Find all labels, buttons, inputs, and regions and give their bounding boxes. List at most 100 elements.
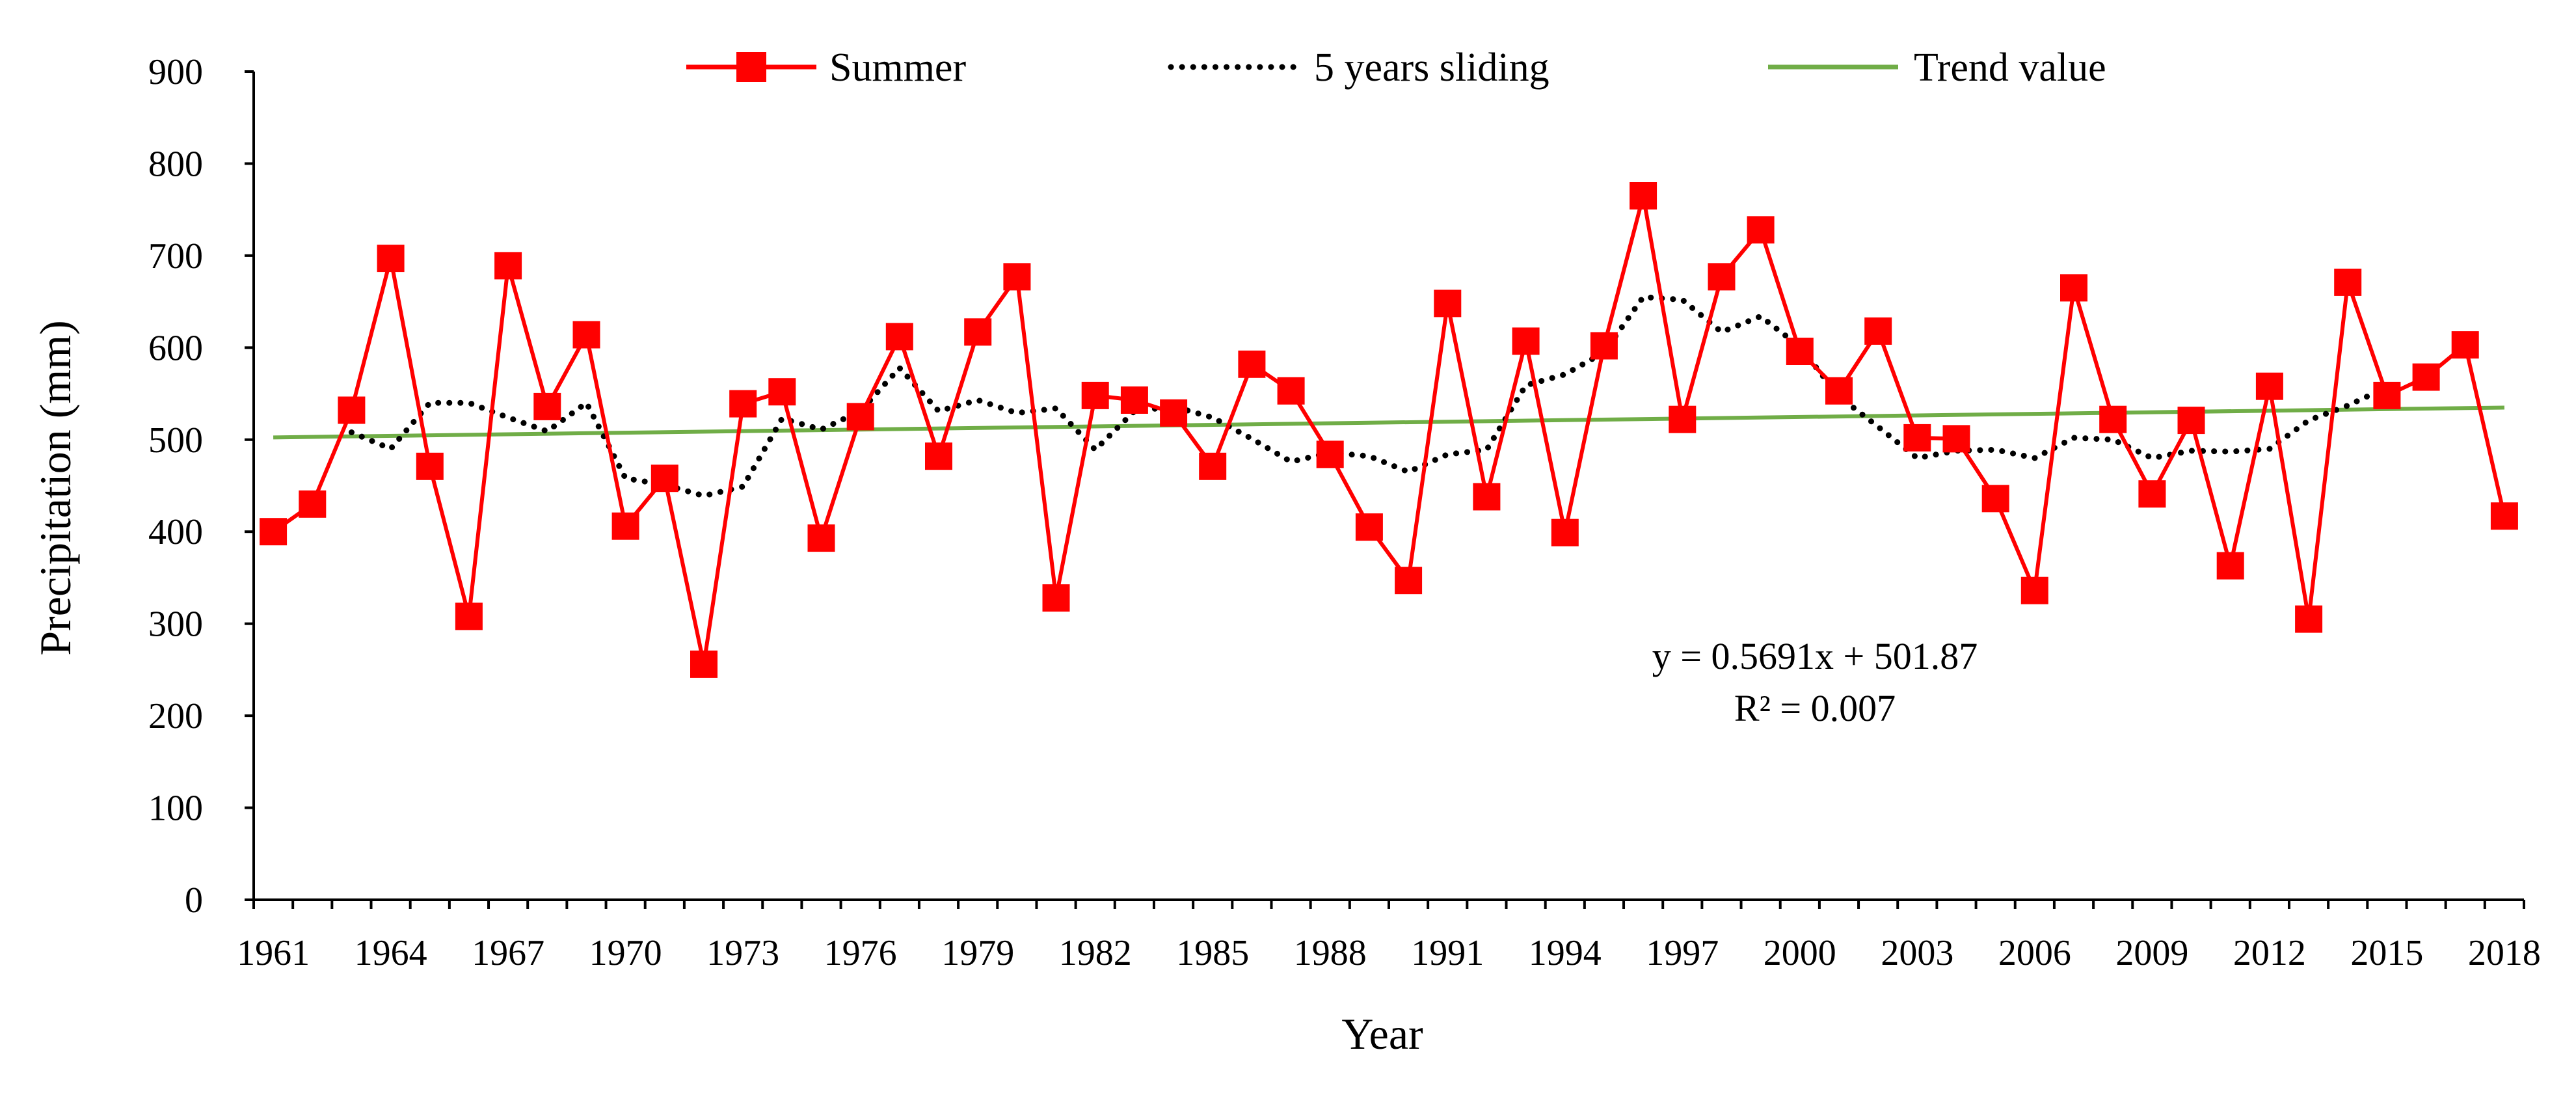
y-tick-label: 400 bbox=[148, 512, 203, 552]
summer-line bbox=[272, 194, 2506, 666]
x-tick-label: 2012 bbox=[2233, 933, 2306, 973]
summer-point bbox=[260, 518, 288, 546]
summer-point bbox=[1942, 425, 1970, 453]
summer-point bbox=[1277, 377, 1305, 405]
summer-point bbox=[1903, 424, 1931, 452]
trend-equation: y = 0.5691x + 501.87 bbox=[1652, 635, 1978, 677]
legend-item-trend: Trend value bbox=[1768, 46, 2106, 90]
summer-point bbox=[1395, 567, 1423, 595]
summer-point bbox=[768, 378, 796, 406]
y-tick-label: 300 bbox=[148, 604, 203, 645]
summer-point bbox=[1825, 377, 1853, 405]
summer-point bbox=[690, 650, 718, 678]
y-axis-title: Precipitation (mm) bbox=[31, 320, 80, 656]
summer-point bbox=[729, 390, 757, 418]
x-tick-label: 2009 bbox=[2115, 933, 2188, 973]
x-tick-label: 1997 bbox=[1646, 933, 1719, 973]
summer-point bbox=[1512, 327, 1540, 355]
summer-point bbox=[2334, 268, 2362, 296]
summer-point bbox=[1551, 519, 1579, 546]
summer-point bbox=[1630, 182, 1657, 209]
summer-point bbox=[2412, 363, 2440, 391]
summer-point bbox=[1669, 405, 1697, 433]
summer-point bbox=[299, 490, 327, 518]
summer-point bbox=[572, 321, 600, 349]
summer-point bbox=[846, 403, 874, 431]
legend-label-summer: Summer bbox=[829, 46, 966, 90]
summer-point bbox=[1081, 381, 1109, 409]
summer-point bbox=[2020, 576, 2048, 604]
summer-point bbox=[651, 465, 678, 493]
summer-point bbox=[1747, 216, 1775, 244]
summer-point bbox=[1120, 386, 1148, 414]
summer-point bbox=[1786, 338, 1814, 365]
x-tick-label: 1961 bbox=[237, 933, 310, 973]
y-tick-label: 100 bbox=[148, 789, 203, 829]
x-tick-label: 1973 bbox=[706, 933, 779, 973]
summer-point bbox=[1199, 452, 1227, 480]
summer-point bbox=[1864, 317, 1892, 345]
y-ticks: 0 100 200 300 400 500 600 700 800 900 bbox=[148, 52, 254, 921]
x-tick-label: 1991 bbox=[1411, 933, 1484, 973]
x-tick-label: 1994 bbox=[1529, 933, 1602, 973]
summer-point bbox=[2099, 405, 2127, 433]
summer-point bbox=[807, 524, 835, 552]
summer-point bbox=[2373, 381, 2401, 409]
summer-point bbox=[1708, 263, 1736, 291]
summer-point bbox=[1355, 513, 1383, 541]
legend-item-sliding: 5 years sliding bbox=[1168, 46, 1550, 90]
x-axis-title: Year bbox=[1341, 1009, 1423, 1059]
x-tick-label: 2018 bbox=[2468, 933, 2541, 973]
x-tick-label: 1979 bbox=[941, 933, 1014, 973]
r-squared: R² = 0.007 bbox=[1734, 687, 1896, 729]
summer-point bbox=[925, 442, 952, 470]
summer-point bbox=[1434, 290, 1462, 317]
summer-point bbox=[1981, 485, 2009, 513]
legend-marker-summer bbox=[736, 52, 766, 82]
summer-point bbox=[533, 392, 561, 420]
x-tick-label: 1982 bbox=[1059, 933, 1132, 973]
legend-label-trend: Trend value bbox=[1914, 46, 2106, 90]
summer-point bbox=[2490, 502, 2518, 530]
summer-point bbox=[2451, 331, 2479, 359]
y-tick-label: 700 bbox=[148, 236, 203, 277]
summer-point bbox=[2255, 372, 2283, 400]
x-tick-label: 2006 bbox=[1998, 933, 2071, 973]
y-tick-label: 500 bbox=[148, 420, 203, 461]
x-tick-label: 1967 bbox=[472, 933, 544, 973]
summer-point bbox=[1003, 263, 1031, 291]
y-tick-label: 600 bbox=[148, 328, 203, 368]
axes bbox=[252, 72, 2524, 901]
x-tick-label: 1988 bbox=[1294, 933, 1367, 973]
summer-point bbox=[455, 602, 483, 630]
x-ticks: 1961 1964 1967 1970 1973 1976 1979 1982 1985 1988… bbox=[237, 900, 2541, 973]
summer-point bbox=[2138, 480, 2166, 508]
summer-point bbox=[2060, 274, 2087, 302]
x-tick-label: 1970 bbox=[589, 933, 662, 973]
summer-point bbox=[416, 452, 444, 480]
legend: Summer 5 years sliding Trend value bbox=[686, 46, 2106, 90]
summer-point bbox=[2177, 407, 2205, 435]
legend-item-summer: Summer bbox=[686, 46, 966, 90]
summer-point bbox=[1316, 440, 1344, 468]
x-tick-label: 1985 bbox=[1176, 933, 1249, 973]
y-tick-label: 0 bbox=[185, 880, 203, 921]
legend-label-sliding: 5 years sliding bbox=[1314, 46, 1550, 90]
summer-point bbox=[1238, 350, 1266, 378]
summer-point bbox=[1590, 332, 1618, 360]
y-tick-label: 800 bbox=[148, 144, 203, 184]
summer-point bbox=[338, 396, 366, 424]
trend-line bbox=[273, 405, 2504, 440]
y-tick-label: 900 bbox=[148, 52, 203, 92]
summer-point bbox=[1160, 399, 1188, 427]
x-tick-label: 2015 bbox=[2350, 933, 2423, 973]
summer-point bbox=[1042, 584, 1070, 612]
x-tick-label: 1964 bbox=[355, 933, 427, 973]
summer-point bbox=[2216, 552, 2244, 580]
summer-point bbox=[2295, 605, 2323, 633]
series-layer bbox=[260, 182, 2518, 678]
x-tick-label: 2003 bbox=[1881, 933, 1953, 973]
summer-point bbox=[964, 318, 992, 346]
sliding-average-line bbox=[348, 294, 2390, 499]
